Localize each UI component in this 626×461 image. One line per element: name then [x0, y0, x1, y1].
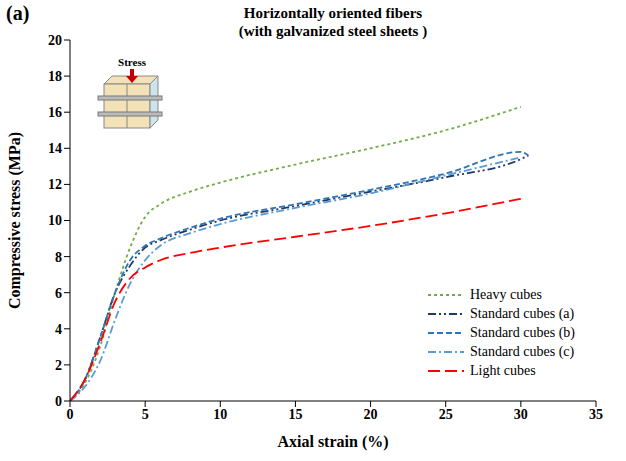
- html-text:(with galvanized steel sheets: (with galvanized steel sheets ): [238, 23, 428, 39]
- svg-text:10: 10: [48, 213, 62, 228]
- svg-text:2: 2: [55, 358, 62, 373]
- svg-text:10: 10: [213, 407, 227, 422]
- html-text:Standard cubes (c): Standard cubes (c): [470, 344, 575, 359]
- svg-text:30: 30: [514, 407, 528, 422]
- svg-text:8: 8: [55, 250, 62, 265]
- svg-text:Axial strain (%): Axial strain (%): [277, 433, 388, 451]
- svg-text:Compressive stress (MPa): Compressive stress (MPa): [6, 132, 24, 309]
- html-text:(a): (a): [6, 2, 30, 24]
- svg-text:4: 4: [55, 322, 62, 337]
- html-text:Standard cubes (a): Standard cubes (a): [470, 306, 575, 321]
- svg-text:18: 18: [48, 69, 62, 84]
- svg-text:6: 6: [55, 286, 62, 301]
- html-text:Standard cubes (b): Standard cubes (b): [470, 325, 575, 340]
- html-text:Horizontally oriented fibers: Horizontally oriented fibers: [243, 5, 423, 21]
- svg-text:15: 15: [288, 407, 302, 422]
- svg-text:5: 5: [142, 407, 149, 422]
- svg-text:25: 25: [439, 407, 453, 422]
- svg-text:16: 16: [48, 105, 62, 120]
- svg-text:12: 12: [48, 177, 62, 192]
- svg-text:0: 0: [67, 407, 74, 422]
- svg-text:0: 0: [55, 394, 62, 409]
- svg-text:20: 20: [364, 407, 378, 422]
- svg-text:Stress: Stress: [118, 56, 147, 68]
- svg-text:20: 20: [48, 33, 62, 48]
- svg-text:14: 14: [48, 141, 62, 156]
- html-text:Heavy cubes: Heavy cubes: [470, 287, 542, 302]
- svg-text:35: 35: [589, 407, 603, 422]
- html-text:Light cubes: Light cubes: [470, 363, 536, 378]
